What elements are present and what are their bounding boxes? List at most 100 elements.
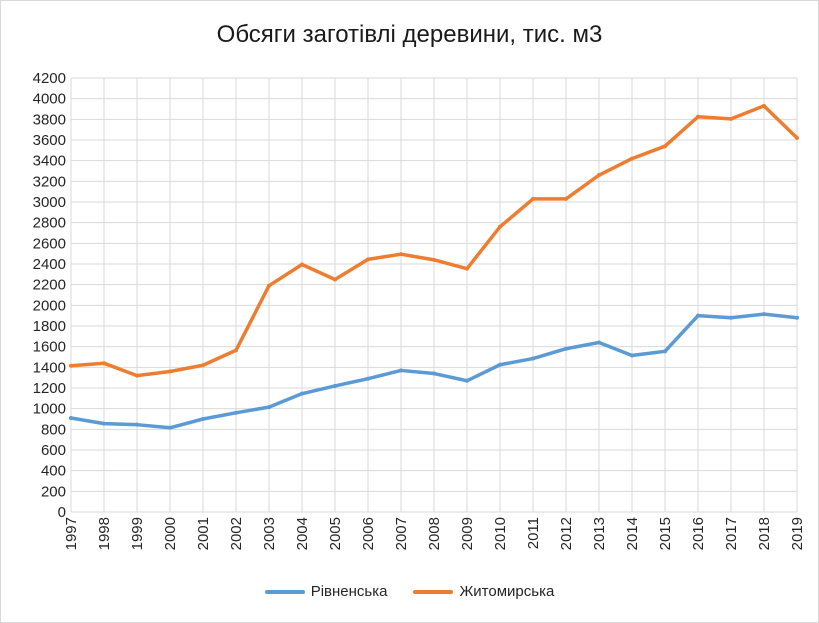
y-tick-label: 2600 [33, 235, 66, 252]
y-tick-label: 1600 [33, 339, 66, 356]
series-1-point [102, 421, 106, 426]
x-tick-label: 1997 [63, 517, 80, 550]
x-tick-label: 2018 [756, 517, 773, 550]
series-2-point [135, 373, 139, 378]
series-1-point [267, 405, 271, 410]
series-2-point [432, 257, 436, 262]
series-1-point [663, 349, 667, 354]
x-tick-label: 2010 [492, 517, 509, 550]
series-2-point [498, 224, 502, 229]
y-tick-label: 1400 [33, 359, 66, 376]
series-2-point [795, 135, 799, 140]
series-1-point [432, 371, 436, 376]
x-tick-label: 2006 [360, 517, 377, 550]
series-2-point [465, 266, 469, 271]
y-axis-ticks: 0 200 400 600 800 1000 1200 1400 1600 1800 2000 220… [33, 70, 66, 521]
y-tick-label: 400 [41, 463, 66, 480]
x-tick-label: 2002 [228, 517, 245, 550]
x-tick-label: 2003 [261, 517, 278, 550]
series-2-point [234, 348, 238, 353]
x-axis-ticks: 1997 1998 1999 2000 2001 2002 2003 2004 2005 2006… [63, 517, 806, 550]
series-2-point [531, 196, 535, 201]
x-tick-label: 2013 [591, 517, 608, 550]
series-1-point [465, 378, 469, 383]
x-tick-label: 2017 [723, 517, 740, 550]
legend: Рівненська Житомирська [1, 583, 818, 600]
series-layer [69, 103, 799, 430]
series-2-point [69, 363, 73, 368]
x-tick-label: 2016 [690, 517, 707, 550]
series-1-point [135, 422, 139, 427]
grid-layer [70, 77, 798, 513]
series-2-point [168, 369, 172, 374]
series-1-point [531, 356, 535, 361]
y-tick-label: 2200 [33, 277, 66, 294]
x-tick-label: 2011 [525, 517, 542, 549]
series-2-point [630, 156, 634, 161]
x-tick-label: 2014 [624, 517, 641, 550]
y-tick-label: 1200 [33, 380, 66, 397]
chart-title: Обсяги заготівлі деревини, тис. м3 [216, 21, 603, 48]
y-tick-label: 800 [41, 421, 66, 438]
series-2-point [597, 173, 601, 178]
series-2-point [564, 196, 568, 201]
x-tick-label: 2000 [162, 517, 179, 550]
x-tick-label: 2008 [426, 517, 443, 550]
y-tick-label: 3600 [33, 132, 66, 149]
series-1-point [201, 417, 205, 421]
series-2-point [696, 114, 700, 119]
series-1-point [729, 315, 733, 320]
series-1-point [69, 415, 73, 420]
series-1-point [300, 391, 304, 396]
series-1-point [333, 383, 337, 388]
series-2-point [729, 116, 733, 121]
y-tick-label: 1000 [33, 401, 66, 418]
y-tick-label: 2800 [33, 215, 66, 232]
y-tick-label: 3200 [33, 173, 66, 190]
series-1-point [234, 410, 238, 415]
y-tick-label: 3000 [33, 194, 66, 211]
series-2-point [267, 283, 271, 288]
legend-item-series-1: Рівненська [264, 583, 388, 600]
series-2-point [333, 277, 337, 282]
series-1-point [399, 368, 403, 373]
x-tick-label: 1999 [129, 517, 146, 550]
series-2-point [399, 252, 403, 257]
x-tick-label: 2005 [327, 517, 344, 550]
series-2-point [102, 361, 106, 366]
series-2-point [201, 363, 205, 368]
legend-item-series-2: Житомирська [413, 583, 554, 600]
x-tick-label: 2004 [294, 517, 311, 550]
series-1-point [564, 346, 568, 351]
y-tick-label: 3400 [33, 153, 66, 170]
x-tick-label: 2009 [459, 517, 476, 550]
x-tick-label: 2001 [195, 517, 212, 550]
series-1-point [762, 312, 766, 317]
x-tick-label: 2007 [393, 517, 410, 550]
series-1-point [168, 425, 172, 430]
y-tick-label: 3800 [33, 111, 66, 128]
y-tick-label: 200 [41, 483, 66, 500]
series-1-point [366, 376, 370, 381]
y-tick-label: 2000 [33, 297, 66, 314]
x-tick-label: 2012 [558, 517, 575, 550]
series-2-point [300, 262, 304, 267]
series-1-point [630, 353, 634, 358]
series-1-point [696, 313, 700, 318]
series-2-point [663, 144, 667, 149]
legend-label-series-1: Рівненська [310, 583, 388, 600]
y-tick-label: 0 [58, 504, 66, 521]
y-tick-label: 2400 [33, 256, 66, 273]
x-tick-label: 2015 [657, 517, 674, 550]
series-1-point [597, 340, 601, 345]
series-1-point [498, 362, 502, 367]
x-tick-label: 1998 [96, 517, 113, 550]
y-tick-label: 600 [41, 442, 66, 459]
series-1-point [795, 315, 799, 320]
legend-swatch-series-1 [264, 589, 305, 594]
series-2-point [366, 257, 370, 262]
x-tick-label: 2019 [789, 517, 806, 550]
y-tick-label: 1800 [33, 318, 66, 335]
series-2-point [762, 103, 766, 108]
